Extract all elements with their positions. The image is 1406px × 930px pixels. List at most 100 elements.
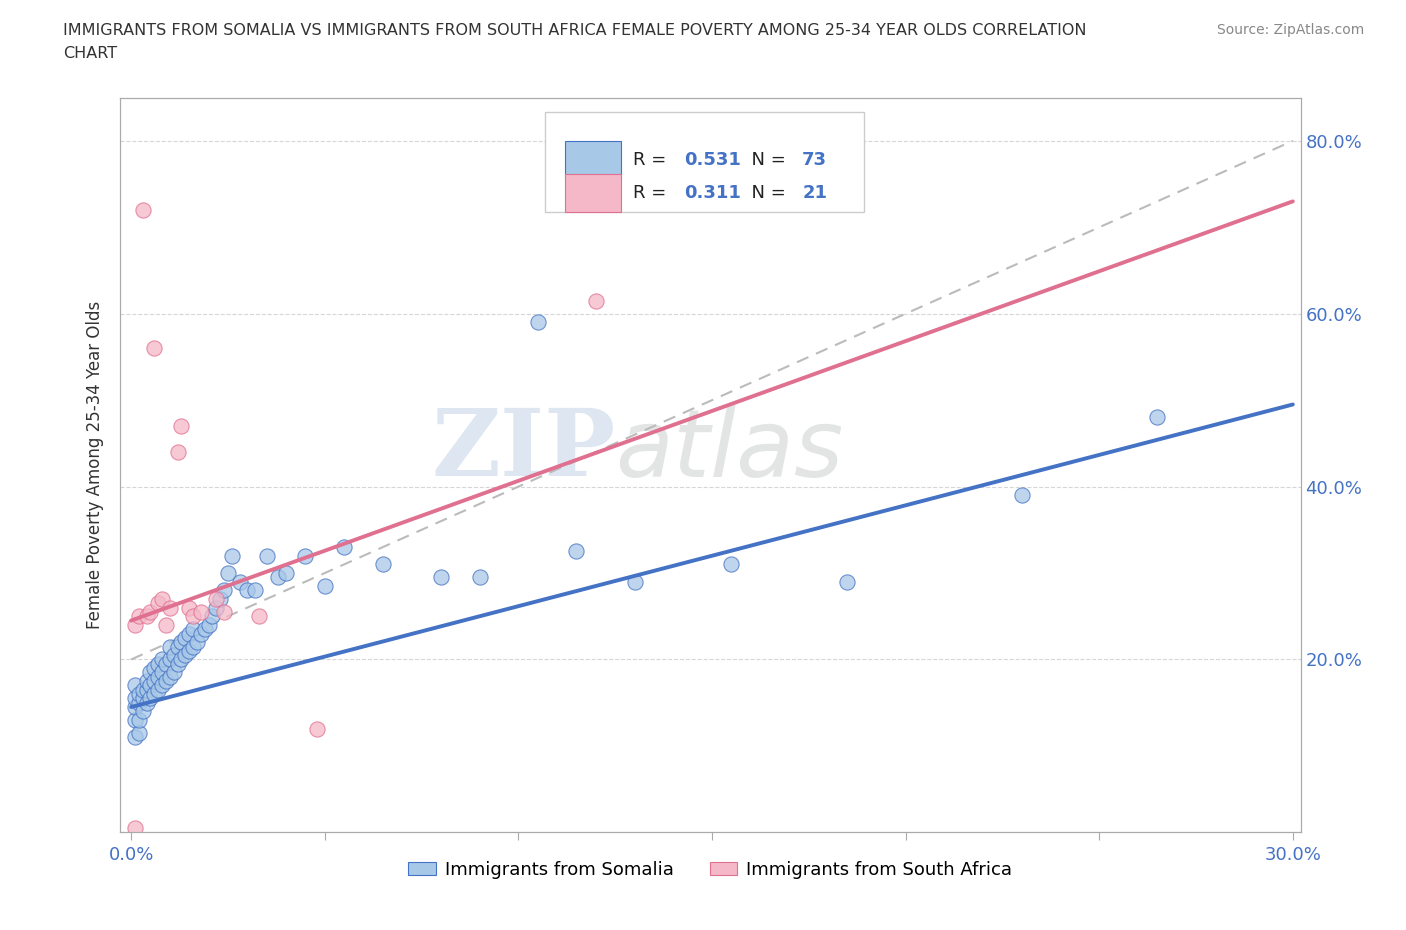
Point [163, 647, 186, 662]
Point [526, 315, 548, 330]
Point [163, 665, 186, 680]
Point [124, 691, 146, 706]
Point [212, 583, 235, 598]
Point [155, 657, 177, 671]
Point [124, 730, 146, 745]
Point [135, 673, 157, 688]
Point [243, 583, 266, 598]
Point [166, 657, 188, 671]
Point [274, 565, 297, 580]
Point [565, 544, 588, 559]
Point [135, 696, 157, 711]
Point [221, 549, 243, 564]
Point [139, 665, 162, 680]
Point [179, 600, 201, 615]
Point [170, 652, 193, 667]
Text: atlas: atlas [616, 405, 844, 496]
Point [124, 678, 146, 693]
Point [128, 696, 150, 711]
Point [132, 704, 155, 719]
Point [174, 647, 197, 662]
Point [201, 609, 224, 624]
Point [135, 609, 157, 624]
Point [155, 618, 177, 632]
Point [159, 639, 181, 654]
Legend: Immigrants from Somalia, Immigrants from South Africa: Immigrants from Somalia, Immigrants from… [401, 854, 1019, 885]
Point [181, 609, 204, 624]
Text: R =: R = [633, 184, 672, 202]
Point [139, 691, 162, 706]
Point [194, 622, 217, 637]
Point [150, 678, 173, 693]
Point [837, 574, 859, 589]
Point [267, 570, 290, 585]
Point [181, 639, 204, 654]
Point [179, 644, 201, 658]
Point [217, 565, 239, 580]
Point [294, 549, 316, 564]
Point [124, 699, 146, 714]
FancyBboxPatch shape [565, 141, 621, 179]
Point [205, 591, 228, 606]
Point [159, 652, 181, 667]
Point [132, 691, 155, 706]
Point [166, 445, 188, 459]
Point [150, 652, 173, 667]
Point [155, 673, 177, 688]
Point [159, 670, 181, 684]
Point [124, 618, 146, 632]
Point [132, 683, 155, 698]
Text: CHART: CHART [63, 46, 117, 61]
Text: ZIP: ZIP [432, 405, 616, 496]
Point [205, 600, 228, 615]
FancyBboxPatch shape [544, 113, 863, 211]
Point [623, 574, 645, 589]
Point [209, 591, 232, 606]
Text: Source: ZipAtlas.com: Source: ZipAtlas.com [1216, 23, 1364, 37]
Point [148, 670, 170, 684]
Point [236, 583, 259, 598]
Point [143, 660, 166, 675]
Text: N =: N = [740, 151, 792, 169]
Point [190, 626, 212, 641]
Point [314, 578, 336, 593]
Point [150, 591, 173, 606]
Text: 21: 21 [803, 184, 827, 202]
Point [128, 725, 150, 740]
Point [135, 683, 157, 698]
Point [468, 570, 491, 585]
Point [179, 626, 201, 641]
Point [148, 596, 170, 611]
Text: 73: 73 [803, 151, 827, 169]
Point [170, 635, 193, 650]
Point [181, 622, 204, 637]
Point [228, 574, 250, 589]
FancyBboxPatch shape [565, 174, 621, 212]
Point [128, 609, 150, 624]
Text: IMMIGRANTS FROM SOMALIA VS IMMIGRANTS FROM SOUTH AFRICA FEMALE POVERTY AMONG 25-: IMMIGRANTS FROM SOMALIA VS IMMIGRANTS FR… [63, 23, 1087, 38]
Point [585, 293, 607, 308]
Point [128, 712, 150, 727]
Point [139, 604, 162, 619]
Point [166, 639, 188, 654]
Point [132, 203, 155, 218]
Point [371, 557, 394, 572]
Point [197, 618, 219, 632]
Y-axis label: Female Poverty Among 25-34 Year Olds: Female Poverty Among 25-34 Year Olds [86, 301, 104, 629]
Point [128, 686, 150, 701]
Point [124, 712, 146, 727]
Point [305, 721, 328, 736]
Point [159, 600, 181, 615]
Point [247, 609, 270, 624]
Text: R =: R = [633, 151, 672, 169]
Point [333, 539, 356, 554]
Point [143, 673, 166, 688]
Point [174, 631, 197, 645]
Text: N =: N = [740, 184, 792, 202]
Point [143, 341, 166, 356]
Point [212, 604, 235, 619]
Point [1146, 410, 1168, 425]
Point [143, 686, 166, 701]
Text: 0.311: 0.311 [685, 184, 741, 202]
Point [720, 557, 742, 572]
